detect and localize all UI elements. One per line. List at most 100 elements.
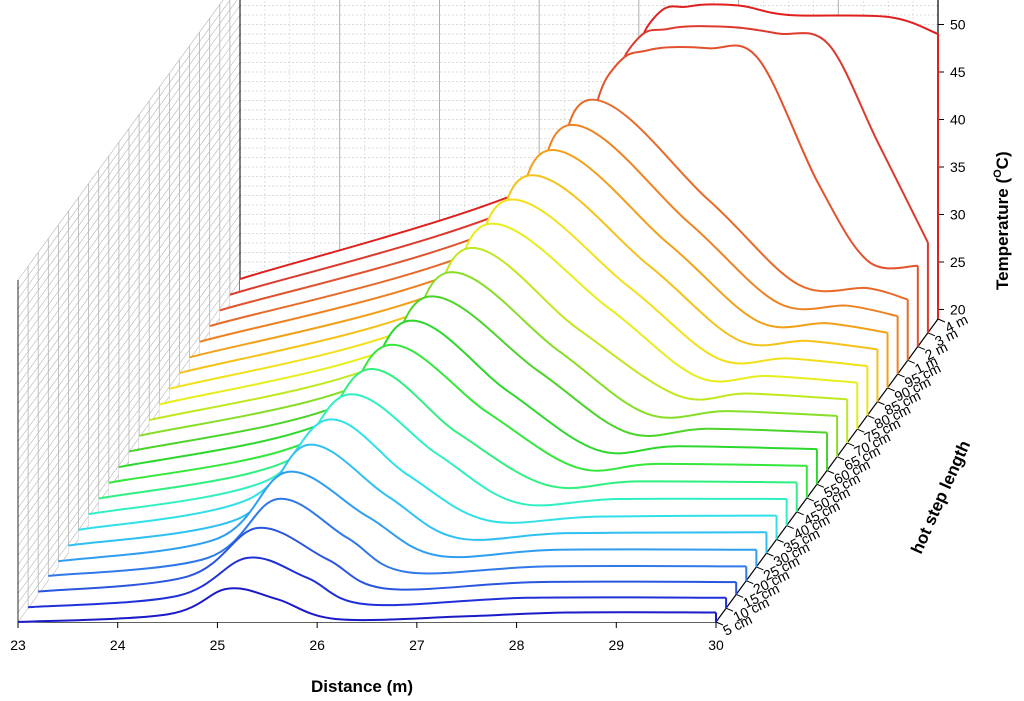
side-wall-gridline: [17, 0, 231, 290]
x-tick-label: 23: [10, 637, 26, 653]
depth-tick-mark: [766, 552, 774, 557]
series-line: [148, 247, 848, 422]
depth-tick-mark: [735, 593, 744, 598]
side-wall-gridline: [17, 166, 241, 471]
x-tick-label: 25: [210, 637, 226, 653]
series-line: [209, 98, 909, 328]
depth-tick-mark: [917, 346, 926, 351]
depth-axis-title: hot step length: [907, 438, 974, 557]
series-line: [28, 556, 727, 609]
series-line: [179, 174, 878, 375]
series-layer: [17, 3, 939, 623]
depth-tick-mark: [796, 511, 804, 516]
side-wall-gridline: [17, 109, 241, 414]
series-line: [88, 393, 787, 516]
x-tick-label: 26: [309, 637, 325, 653]
depth-tick-label: 5 cm: [720, 611, 754, 639]
series-line: [239, 3, 939, 281]
x-tick-label: 28: [509, 637, 525, 653]
z-tick-label: 20: [950, 302, 966, 318]
side-wall-gridline: [17, 5, 241, 309]
side-wall-gridline: [17, 0, 238, 300]
side-wall-gridline: [17, 71, 241, 376]
series-line: [199, 124, 898, 343]
series-line: [118, 319, 817, 469]
side-wall-gridline: [17, 176, 241, 480]
side-wall-gridline: [17, 271, 241, 575]
series-line: [159, 222, 858, 406]
z-tick-label: 30: [950, 207, 966, 223]
depth-tick-mark: [887, 387, 895, 392]
depth-tick-mark: [756, 566, 764, 571]
depth-tick-mark: [715, 621, 724, 626]
x-axis-title: Distance (m): [311, 677, 413, 696]
side-wall-gridline: [17, 138, 241, 442]
side-wall-gridline: [17, 81, 241, 385]
side-wall-gridline: [17, 261, 241, 566]
series-line: [48, 497, 747, 577]
side-wall-gridline: [17, 252, 241, 556]
depth-tick-mark: [806, 497, 815, 502]
series-fill: [98, 369, 797, 512]
series-line: [17, 587, 717, 623]
depth-tick-mark: [846, 442, 855, 447]
depth-tick-mark: [786, 525, 794, 530]
depth-tick-mark: [927, 332, 936, 337]
depth-tick-mark: [857, 428, 865, 433]
x-tick-label: 29: [608, 637, 624, 653]
depth-tick-mark: [897, 373, 905, 378]
series-line: [169, 198, 868, 390]
series-fill: [38, 527, 737, 595]
series-line: [98, 368, 797, 500]
depth-tick-mark: [776, 538, 784, 543]
side-wall-gridline: [17, 280, 241, 585]
depth-tick-mark: [816, 483, 825, 488]
side-wall-gridline: [17, 223, 241, 528]
side-wall-gridline: [17, 157, 241, 461]
depth-tick-mark: [836, 456, 845, 461]
z-tick-label: 50: [950, 17, 966, 33]
side-wall-gridline: [17, 52, 241, 357]
side-wall-gridline: [17, 233, 241, 537]
side-wall-gridline: [17, 62, 241, 366]
series-line: [68, 443, 767, 547]
series-fill: [108, 344, 807, 499]
side-wall-gridline: [17, 185, 241, 490]
x-tick-label: 30: [708, 637, 724, 653]
z-tick-label: 40: [950, 112, 966, 128]
side-wall-gridline: [17, 43, 241, 347]
side-wall-gridline: [17, 214, 241, 518]
side-wall-gridline: [17, 100, 241, 404]
side-wall-gridline: [17, 242, 241, 547]
depth-tick-mark: [826, 470, 835, 474]
side-wall-gridline: [17, 119, 241, 423]
depth-tick-mark: [867, 414, 875, 419]
depth-tick-mark: [937, 318, 946, 323]
z-tick-label: 25: [950, 254, 966, 270]
series-line: [138, 271, 838, 437]
depth-tick-mark: [746, 580, 754, 585]
side-wall-gridline: [17, 14, 241, 319]
z-axis-title: Temperature (OC): [992, 151, 1012, 290]
side-wall-gridline: [17, 24, 241, 328]
series-line: [78, 418, 777, 531]
x-tick-label: 24: [110, 637, 126, 653]
z-tick-label: 45: [950, 64, 966, 80]
series-line: [128, 295, 828, 453]
side-wall-gridline: [17, 147, 241, 452]
z-tick-label: 35: [950, 159, 966, 175]
series-line: [108, 344, 807, 484]
side-wall-gridline: [17, 204, 241, 509]
side-wall-gridline: [17, 0, 224, 281]
depth-tick-mark: [877, 401, 885, 406]
series-line: [189, 149, 888, 359]
series-line: [58, 470, 757, 563]
series-fill: [28, 557, 727, 609]
side-wall-gridline: [17, 90, 241, 395]
x-tick-label: 27: [409, 637, 425, 653]
series-line: [38, 526, 737, 593]
side-wall-gridline: [17, 128, 241, 433]
depth-tick-mark: [907, 359, 915, 364]
side-wall-gridline: [17, 195, 241, 499]
